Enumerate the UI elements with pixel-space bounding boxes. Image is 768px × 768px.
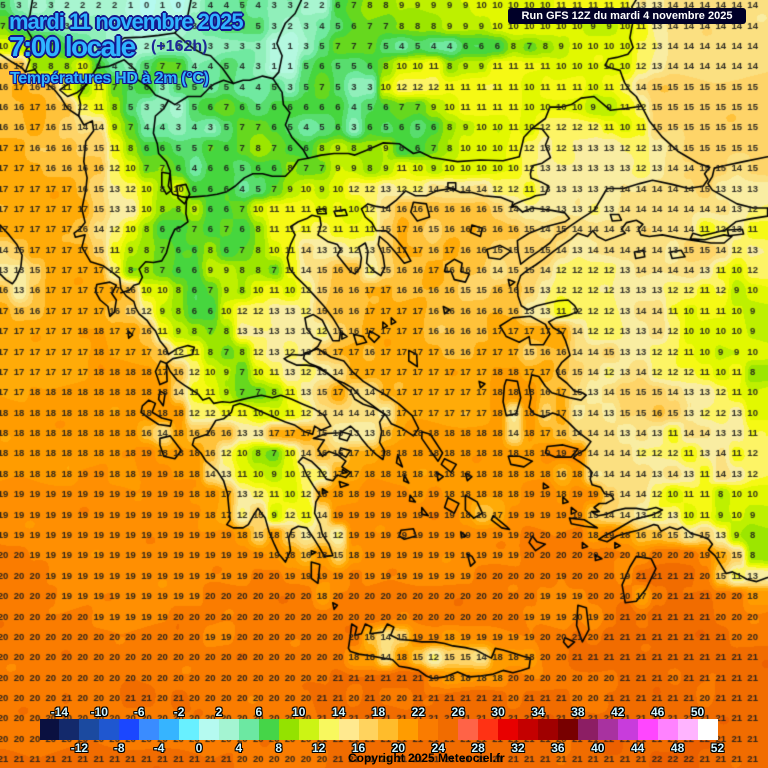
run-info-box: Run GFS 12Z du mardi 4 novembre 2025 [508, 8, 746, 24]
copyright-label: Copyright 2025 Meteociel.fr [348, 751, 505, 765]
forecast-offset-label: (+162h) [151, 38, 208, 55]
map-date-label: mardi 11 novembre 2025 [9, 9, 244, 34]
run-info-label: Run GFS 12Z du mardi 4 novembre 2025 [521, 10, 733, 22]
map-parameter-label: Températures HD à 2m (°C) [10, 70, 209, 87]
map-time-label: 7:00 locale [9, 31, 136, 62]
